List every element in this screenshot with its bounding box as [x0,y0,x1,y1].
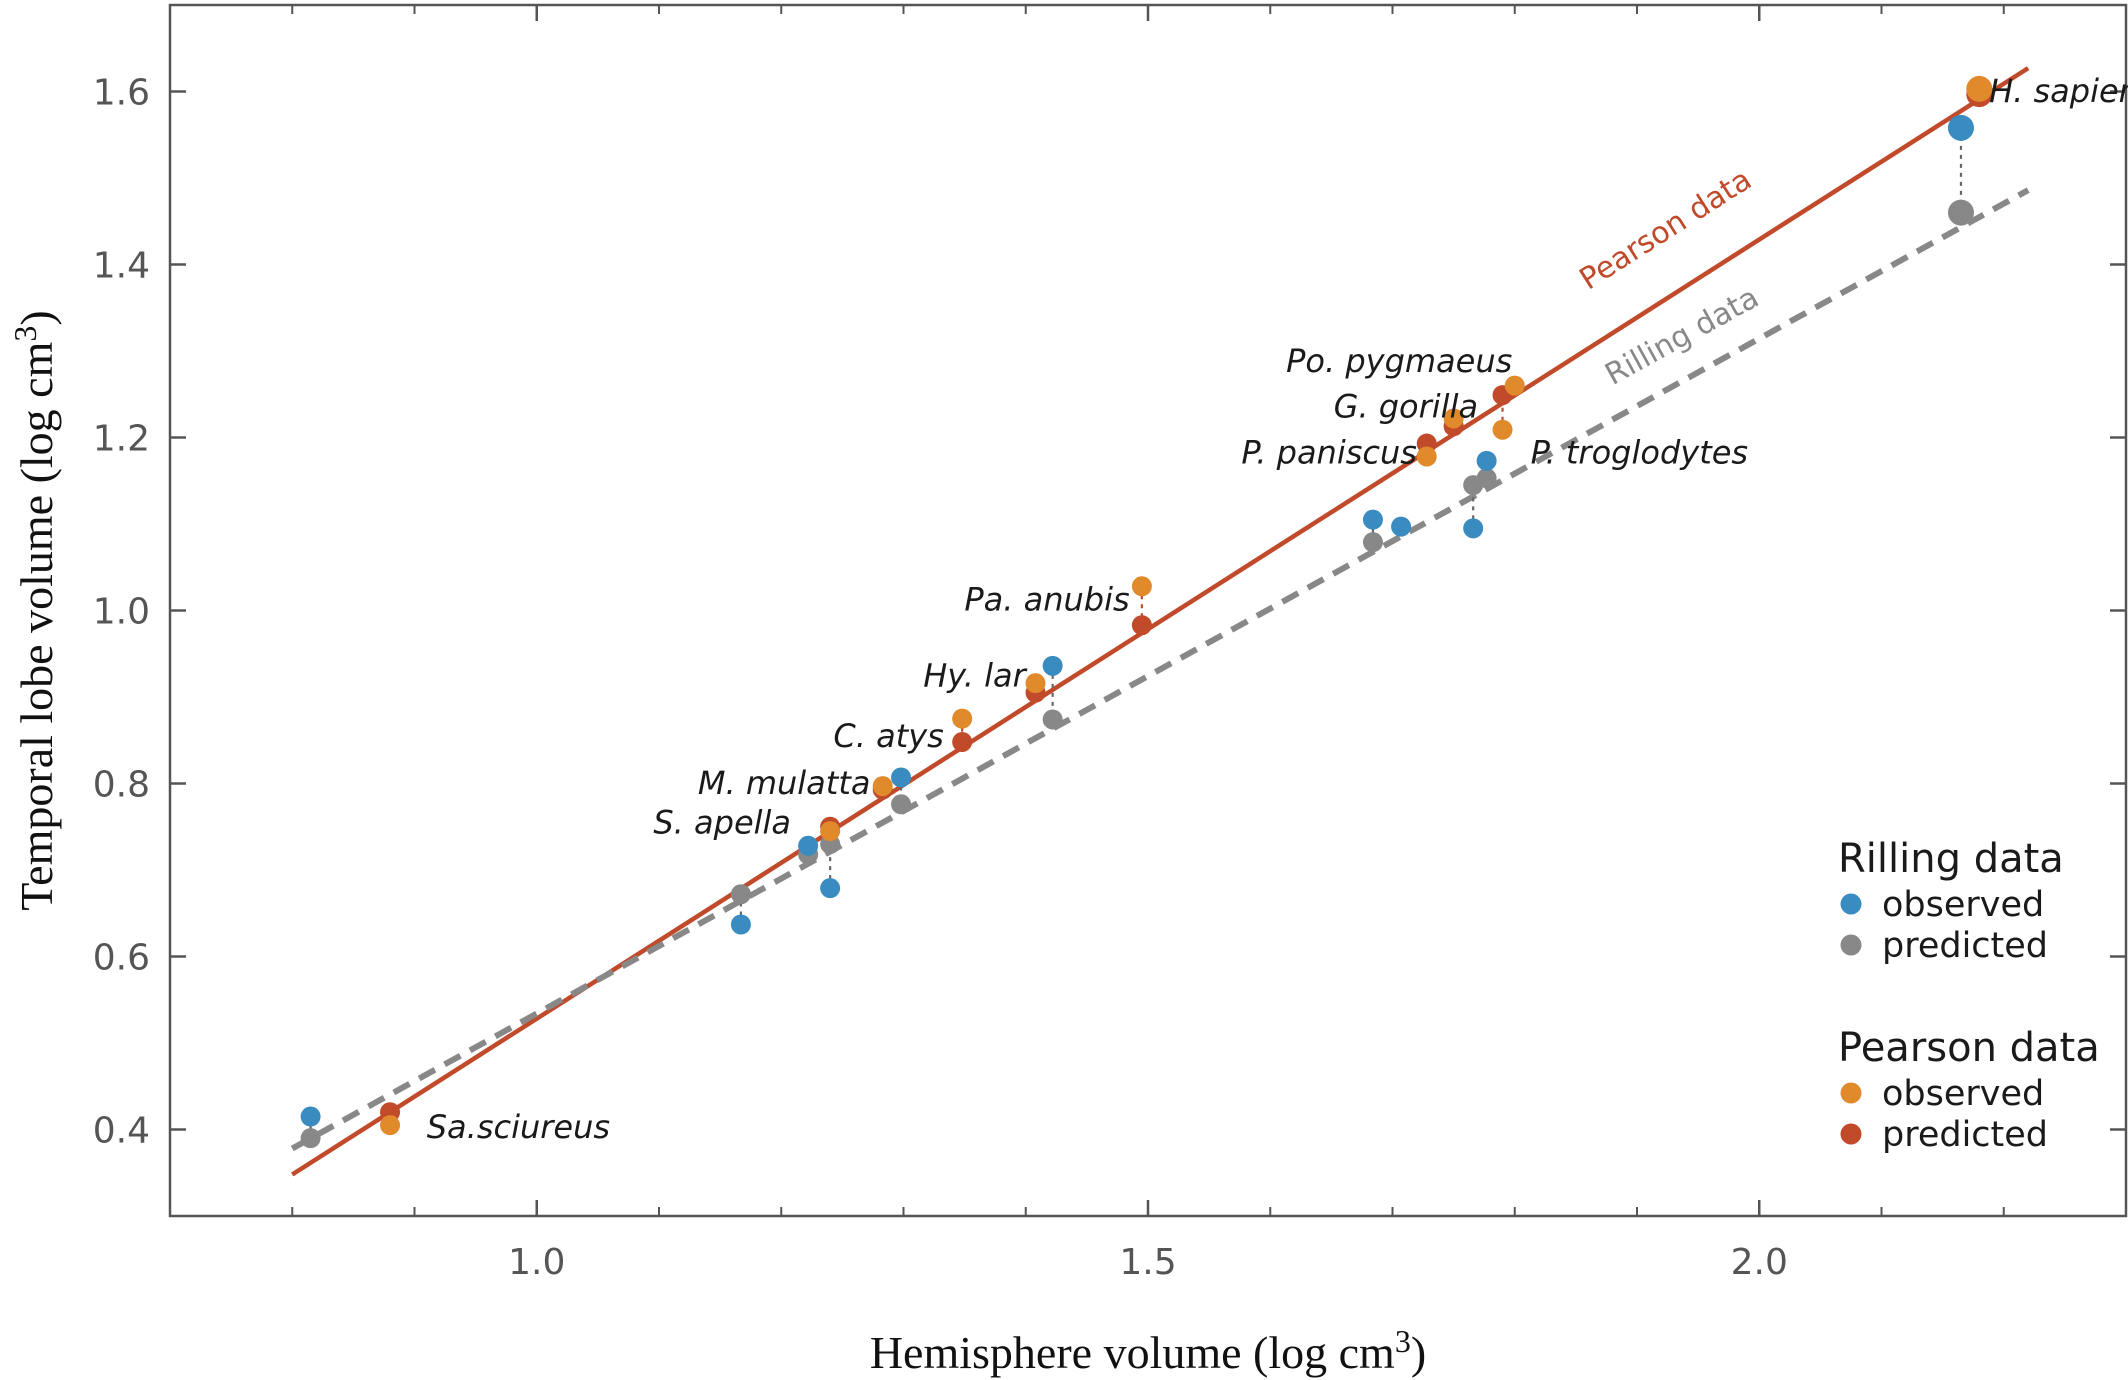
legend-entry-label: predicted [1882,926,2048,966]
y-tick-label: 0.8 [93,765,150,806]
rilling-observed-point [730,914,751,935]
species-label: P. troglodytes [1531,433,1748,471]
legend-group-title: Rilling data [1838,836,2064,882]
species-label: C. atys [833,717,943,755]
pearson-observed-point [1025,673,1046,694]
pearson-predicted-point [952,731,973,752]
species-label: M. mulatta [698,764,871,802]
pearson-observed-point [1966,75,1993,102]
fit-line-label: Pearson data [1574,162,1758,297]
axis-ticks: 1.0 1.5 2.0 0.4 0.6 0.8 1.0 1.2 1.4 1.6 [93,5,2126,1283]
legend-swatch [1840,1123,1862,1145]
y-tick-label: 0.4 [93,1111,150,1152]
species-label: Po. pygmaeus [1286,342,1512,380]
x-tick-label: 1.5 [1119,1242,1176,1283]
species-label: Hy. lar [923,657,1027,695]
rilling-observed-point [891,767,912,788]
pearson-observed-point [952,708,973,729]
rilling-observed-point [1476,450,1497,471]
data-points [300,75,1993,1149]
legend-swatch [1840,934,1862,956]
rilling-observed-point [798,835,819,856]
pearson-observed-point [1504,375,1525,396]
species-label: Sa.sciureus [427,1108,610,1146]
species-label: Pa. anubis [964,581,1129,619]
rilling-observed-point [820,878,841,899]
pearson-predicted-point [1131,615,1152,636]
rilling-predicted-point [1042,709,1063,730]
rilling-observed-point [1362,509,1383,530]
x-axis-title: Hemisphere volume (log cm3) [870,1323,1426,1378]
fit-line-label: Rilling data [1600,280,1765,392]
pearson-observed-point [1131,576,1152,597]
pearson-observed-point [1443,408,1464,429]
rilling-predicted-point [891,794,912,815]
pearson-observed-point [380,1115,401,1136]
legend-swatch [1840,893,1862,915]
rilling-observed-point [300,1106,321,1127]
species-label: P. paniscus [1241,433,1417,471]
y-axis-title: Temporal lobe volume (log cm3) [7,310,62,910]
plot-frame [168,3,2128,1218]
rilling-observed-point [1463,518,1484,539]
pearson-observed-point [820,821,841,842]
legend-entry-label: observed [1882,1074,2044,1114]
species-labels: H. sapiens Po. pygmaeus G. gorilla P. panis… [427,72,2128,1146]
y-tick-label: 1.6 [93,73,150,114]
rilling-predicted-point [300,1128,321,1149]
rilling-observed-point [1042,655,1063,676]
legend-group-title: Pearson data [1838,1025,2100,1071]
pearson-observed-point [872,776,893,797]
fit-line [290,187,2030,1152]
rilling-predicted-point [1476,468,1497,489]
legend-entry-label: observed [1882,885,2044,925]
pearson-observed-point [1416,446,1437,467]
species-label: H. sapiens [1989,72,2128,110]
species-label: S. apella [653,804,791,842]
pearson-observed-point [1492,419,1513,440]
rilling-predicted-point [1362,532,1383,553]
fit-line [291,66,2030,1177]
x-tick-label: 2.0 [1731,1242,1788,1283]
rilling-predicted-point [730,884,751,905]
species-label: G. gorilla [1334,388,1478,426]
x-tick-label: 1.0 [508,1242,565,1283]
y-tick-label: 1.2 [93,419,150,460]
y-tick-label: 0.6 [93,938,150,979]
y-tick-label: 1.0 [93,592,150,633]
rilling-observed-point [1947,114,1974,141]
rilling-observed-point [1391,516,1412,537]
legend-swatch [1840,1082,1862,1104]
rilling-predicted-point [1947,199,1974,226]
y-tick-label: 1.4 [93,246,150,287]
legend-entry-label: predicted [1882,1115,2048,1155]
